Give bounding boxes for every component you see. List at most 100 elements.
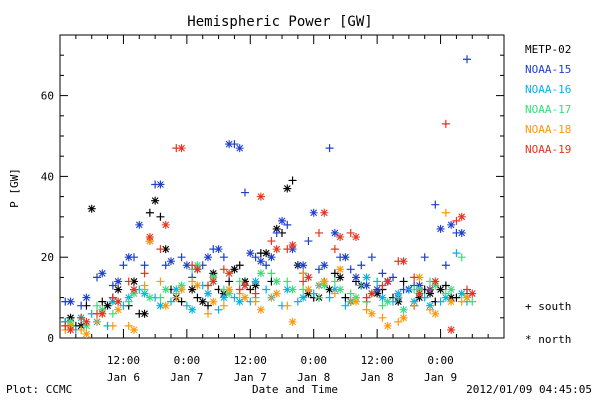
data-point-north <box>431 277 440 286</box>
data-point-north <box>367 309 376 318</box>
data-point-north <box>114 277 123 286</box>
data-point-north <box>177 144 186 153</box>
legend-entry: NOAA-17 <box>525 103 571 116</box>
data-point-north <box>352 233 360 241</box>
data-point-south <box>246 285 255 294</box>
data-point-north <box>161 301 170 310</box>
data-point-north <box>124 293 133 302</box>
data-point-south <box>441 261 450 270</box>
data-point-south <box>93 317 101 326</box>
x-tick-time-label: 12:00 <box>107 354 140 367</box>
plot-frame <box>59 34 505 339</box>
data-point-north <box>130 325 138 334</box>
data-point-north <box>304 273 313 282</box>
data-point-north <box>330 285 339 294</box>
data-point-north <box>98 269 107 278</box>
data-point-south <box>410 273 419 282</box>
data-point-north <box>426 289 434 298</box>
data-point-north <box>299 293 308 302</box>
data-point-south <box>262 285 271 294</box>
data-point-north <box>209 297 218 306</box>
data-point-north <box>468 289 477 298</box>
x-tick-time-label: 0:00 <box>427 354 454 367</box>
data-point-north <box>156 301 165 310</box>
data-point-south <box>367 253 376 262</box>
data-point-north <box>225 289 234 298</box>
data-point-north <box>82 329 91 338</box>
data-point-north <box>383 321 392 330</box>
data-point-north <box>140 289 149 298</box>
data-point-north <box>140 309 149 318</box>
data-point-south <box>93 301 101 310</box>
data-point-north <box>394 297 403 306</box>
data-point-north <box>447 293 456 302</box>
data-point-south <box>251 297 260 306</box>
data-point-north <box>283 285 292 294</box>
data-point-north <box>167 257 175 266</box>
data-point-south <box>177 253 186 262</box>
data-point-north <box>246 249 255 258</box>
data-point-north <box>241 277 249 286</box>
data-point-south <box>330 245 339 254</box>
data-point-north <box>367 289 376 298</box>
data-point-north <box>463 293 471 302</box>
data-point-north <box>415 281 424 290</box>
data-point-south <box>108 281 117 290</box>
data-point-north <box>447 285 456 294</box>
data-point-north <box>219 293 228 302</box>
data-point-north <box>336 285 345 294</box>
data-point-north <box>209 277 218 286</box>
data-point-north <box>330 228 339 237</box>
data-point-north <box>447 297 456 306</box>
data-point-north <box>82 317 91 326</box>
x-tick-time-label: 12:00 <box>361 354 394 367</box>
data-point-south <box>283 277 292 286</box>
legend-entry: METP-02 <box>525 43 571 56</box>
data-point-north <box>378 293 387 302</box>
data-point-south <box>452 249 461 258</box>
data-point-north <box>426 301 434 310</box>
data-point-south <box>193 293 202 302</box>
data-point-north <box>161 285 170 294</box>
data-point-north <box>336 265 345 274</box>
data-point-south <box>399 277 408 286</box>
data-point-north <box>235 297 244 306</box>
legend-entry: NOAA-15 <box>525 63 571 76</box>
x-tick-date-label: Jan 6 <box>107 371 140 384</box>
data-point-south <box>389 273 397 282</box>
data-point-north <box>161 245 170 254</box>
data-point-north <box>304 289 313 298</box>
data-point-north <box>415 289 424 298</box>
data-point-south <box>145 208 154 217</box>
y-axis-label: P [GW] <box>8 168 21 208</box>
x-tick-date-label: Jan 8 <box>297 371 330 384</box>
data-point-north <box>288 241 297 250</box>
data-point-north <box>145 237 154 246</box>
data-point-south <box>161 261 170 270</box>
data-point-south <box>346 228 355 237</box>
data-point-south <box>235 285 244 294</box>
data-point-south <box>283 220 292 229</box>
data-point-south <box>140 261 149 270</box>
data-point-north <box>352 297 360 306</box>
data-point-south <box>341 293 350 302</box>
data-point-south <box>362 293 371 302</box>
data-point-south <box>156 212 165 221</box>
data-point-north <box>320 281 329 290</box>
data-point-south <box>241 188 249 197</box>
x-axis-label: Date and Time <box>252 383 338 396</box>
data-point-south <box>457 297 466 306</box>
data-point-north <box>219 289 228 298</box>
data-point-north <box>66 321 75 330</box>
data-point-north <box>193 281 202 290</box>
legend-entry: NOAA-19 <box>525 143 571 156</box>
data-point-south <box>378 269 387 278</box>
data-point-north <box>66 317 75 326</box>
data-point-north <box>352 273 360 282</box>
data-point-north <box>130 285 138 294</box>
x-tick-date-label: Jan 9 <box>424 371 457 384</box>
data-point-south <box>272 228 281 237</box>
data-point-north <box>77 321 86 330</box>
data-point-north <box>272 277 281 286</box>
data-point-north <box>156 180 165 189</box>
